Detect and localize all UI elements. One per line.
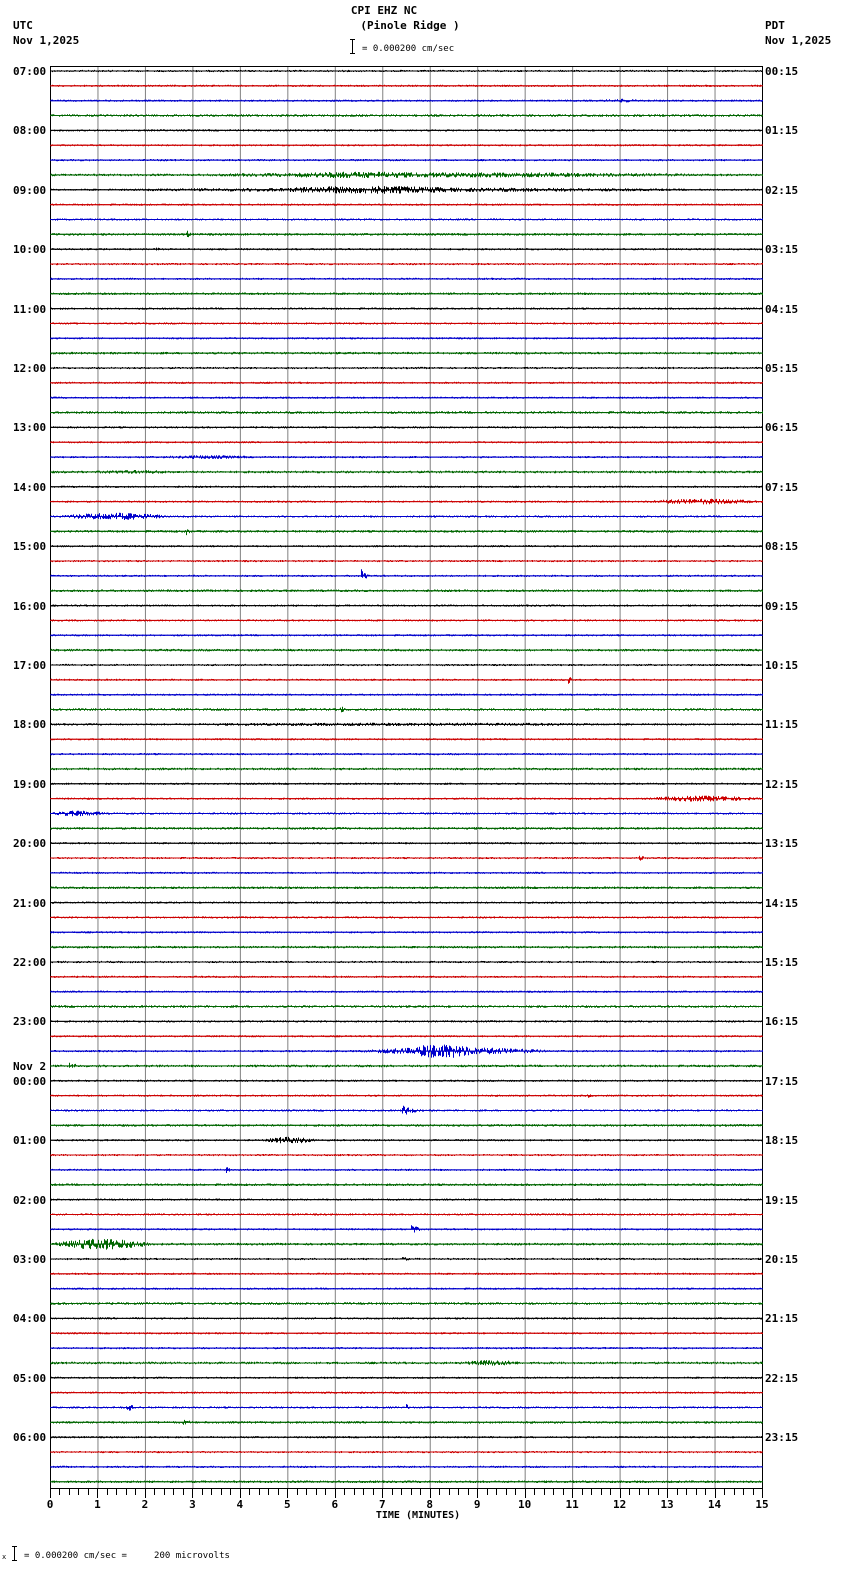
x-tick-label: 2 bbox=[141, 1498, 149, 1511]
footer-marker: x bbox=[2, 1553, 7, 1561]
x-tick-label: 7 bbox=[378, 1498, 386, 1511]
footer-scale-label: = 0.000200 cm/sec = 200 microvolts bbox=[24, 1551, 230, 1561]
utc-hour-label: 06:00 bbox=[13, 1431, 47, 1445]
utc-hour-label: 09:00 bbox=[13, 183, 47, 197]
utc-hour-label: 15:00 bbox=[13, 540, 47, 554]
local-hour-label: 15:15 bbox=[765, 956, 799, 969]
left-date: Nov 1,2025 bbox=[13, 34, 80, 47]
utc-hour-label: 19:00 bbox=[13, 777, 47, 791]
local-hour-label: 05:15 bbox=[765, 362, 799, 375]
right-date: Nov 1,2025 bbox=[765, 34, 832, 47]
local-hour-label: 16:15 bbox=[765, 1015, 799, 1029]
local-hour-label: 03:15 bbox=[765, 243, 799, 257]
local-hour-label: 11:15 bbox=[765, 718, 799, 732]
trace-row bbox=[51, 677, 763, 684]
utc-hour-label: 16:00 bbox=[13, 599, 47, 613]
utc-hour-label: 14:00 bbox=[13, 480, 47, 494]
trace-row bbox=[51, 529, 763, 536]
station-location: (Pinole Ridge ) bbox=[360, 19, 460, 32]
x-tick-label: 9 bbox=[473, 1498, 481, 1511]
utc-hour-label: 00:00 bbox=[13, 1074, 47, 1088]
utc-hour-label: 20:00 bbox=[13, 837, 47, 851]
scale-bar-icon bbox=[350, 39, 355, 54]
local-hour-label: 21:15 bbox=[765, 1312, 799, 1326]
x-tick-label: 5 bbox=[284, 1498, 291, 1511]
local-hour-label: 14:15 bbox=[765, 896, 799, 910]
x-axis-title: TIME (MINUTES) bbox=[375, 1510, 461, 1521]
utc-hour-label: 12:00 bbox=[13, 362, 47, 375]
utc-hour-label: 04:00 bbox=[13, 1312, 47, 1326]
utc-hour-label: 08:00 bbox=[13, 124, 47, 138]
local-hour-label: 02:15 bbox=[765, 183, 799, 197]
scale-label: = 0.000200 cm/sec bbox=[362, 44, 455, 54]
utc-hour-label: 07:00 bbox=[13, 65, 47, 78]
utc-hour-label: 22:00 bbox=[13, 956, 47, 969]
local-hour-label: 23:15 bbox=[765, 1431, 799, 1445]
local-hour-label: 12:15 bbox=[765, 777, 799, 791]
x-tick-label: 1 bbox=[94, 1498, 101, 1511]
utc-hour-label: 18:00 bbox=[13, 718, 47, 732]
local-hour-label: 10:15 bbox=[765, 659, 799, 672]
station-title: CPI EHZ NC bbox=[350, 4, 418, 17]
local-hour-label: 06:15 bbox=[765, 421, 799, 435]
utc-hour-label: 17:00 bbox=[13, 659, 47, 672]
utc-hour-label: 10:00 bbox=[13, 243, 47, 257]
x-tick-label: 0 bbox=[46, 1498, 54, 1511]
x-tick-label: 13 bbox=[660, 1498, 674, 1511]
utc-hour-label: 13:00 bbox=[13, 421, 47, 435]
x-tick-label: 3 bbox=[189, 1498, 196, 1511]
local-hour-label: 00:15 bbox=[765, 65, 799, 78]
utc-hour-label: 01:00 bbox=[13, 1134, 47, 1148]
x-tick-label: 8 bbox=[426, 1498, 434, 1511]
x-tick-label: 6 bbox=[331, 1498, 339, 1511]
local-hour-label: 08:15 bbox=[765, 540, 799, 554]
local-hour-label: 09:15 bbox=[765, 599, 799, 613]
right-timezone: PDT bbox=[765, 19, 785, 32]
x-tick-label: 4 bbox=[236, 1498, 244, 1511]
left-timezone: UTC bbox=[13, 19, 33, 32]
x-tick-label: 10 bbox=[518, 1498, 532, 1511]
trace-row bbox=[51, 569, 763, 579]
x-tick-label: 11 bbox=[565, 1498, 579, 1511]
footer-scale-bar-icon bbox=[12, 1546, 17, 1561]
local-hour-label: 19:15 bbox=[765, 1193, 799, 1207]
x-tick-label: 15 bbox=[755, 1498, 769, 1511]
trace-row bbox=[51, 1062, 763, 1068]
utc-hour-label: 11:00 bbox=[13, 302, 47, 316]
local-hour-label: 18:15 bbox=[765, 1134, 799, 1148]
local-hour-label: 07:15 bbox=[765, 480, 799, 494]
utc-hour-label: 02:00 bbox=[13, 1193, 47, 1207]
local-hour-label: 22:15 bbox=[765, 1371, 799, 1385]
utc-hour-label: 23:00 bbox=[13, 1015, 47, 1029]
local-hour-label: 20:15 bbox=[765, 1253, 799, 1266]
utc-hour-label: 03:00 bbox=[13, 1253, 47, 1266]
utc-hour-label: 05:00 bbox=[13, 1371, 47, 1385]
x-tick-label: 12 bbox=[612, 1498, 627, 1511]
local-hour-label: 04:15 bbox=[765, 302, 799, 316]
local-hour-label: 17:15 bbox=[765, 1074, 799, 1088]
x-tick-label: 14 bbox=[707, 1498, 722, 1511]
utc-hour-label: 21:00 bbox=[13, 896, 47, 910]
local-hour-label: 13:15 bbox=[765, 837, 799, 851]
date-change-label: Nov 2 bbox=[13, 1059, 47, 1073]
local-hour-label: 01:15 bbox=[765, 124, 799, 138]
